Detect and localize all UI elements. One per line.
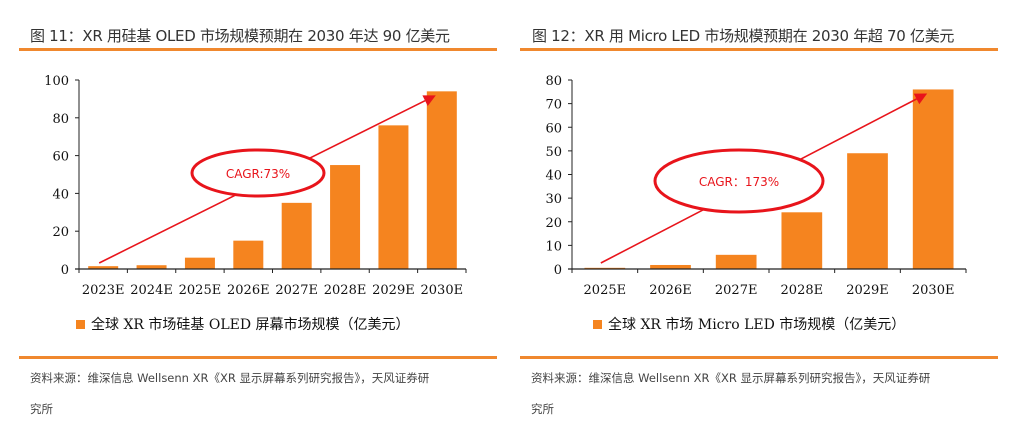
figure-12-title: 图 12：XR 用 Micro LED 市场规模预期在 2030 年超 70 亿… [532,27,955,45]
bar-2026E [233,240,264,269]
bar-2023E [88,266,119,269]
source-rule [19,356,497,359]
bar-2027E [281,202,312,269]
cagr-label: CAGR：173% [699,175,779,189]
y-tick-label: 20 [52,225,69,240]
figure-12-source-cont: 究所 [531,402,554,416]
y-tick-label: 80 [545,74,562,89]
title-rule [19,48,497,51]
x-tick-label: 2030E [421,283,464,298]
bar-2030E [426,91,457,269]
y-tick-label: 70 [545,98,562,113]
y-tick-label: 30 [545,192,562,207]
title-rule [520,48,998,51]
figure-11-title: 图 11：XR 用硅基 OLED 市场规模预期在 2030 年达 90 亿美元 [30,27,450,45]
bar-2024E [136,265,167,269]
x-tick-label: 2028E [781,283,824,298]
x-tick-label: 2026E [649,283,692,298]
figure-12-source: 资料来源：维深信息 Wellsenn XR《XR 显示屏幕系列研究报告》，天风证… [531,371,931,385]
figure-11-source-cont: 究所 [30,402,53,416]
bar-2026E [650,264,691,269]
x-tick-label: 2030E [912,283,955,298]
x-tick-label: 2027E [715,283,758,298]
x-tick-label: 2024E [130,283,173,298]
y-tick-label: 0 [554,263,562,278]
y-tick-label: 80 [52,112,69,127]
x-tick-label: 2025E [584,283,627,298]
figure-12-legend: 全球 XR 市场 Micro LED 市场规模（亿美元） [593,314,905,334]
legend-swatch [76,319,85,329]
bar-2027E [715,254,757,269]
bar-2029E [847,153,888,269]
plot-area: 0 20 40 60 80 100 2023E 2024E 2025E 2026E 2027E 202… [44,74,467,298]
y-tick-label: 60 [545,121,562,136]
y-tick-label: 60 [52,150,69,165]
cagr-ellipse [190,148,326,198]
legend-label: 全球 XR 市场硅基 OLED 屏幕市场规模（亿美元） [91,317,410,333]
x-tick-label: 2023E [82,283,125,298]
cagr-arrow-head [913,93,928,105]
figure-11-chart: 0 20 40 60 80 100 2023E 2024E 2025E 2026E 2027E 202… [44,74,467,298]
figure-12-chart: 0 10 20 30 40 50 60 70 80 2025E 2026E 2027E 2028E 202… [545,74,967,298]
y-tick-label: 40 [545,169,562,184]
x-tick-label: 2025E [179,283,222,298]
cagr-arrow-head [422,95,436,107]
source-rule [520,356,998,359]
legend-label: 全球 XR 市场 Micro LED 市场规模（亿美元） [608,317,906,333]
x-tick-label: 2029E [372,283,415,298]
x-tick-label: 2027E [275,283,318,298]
bar-2028E [330,165,361,269]
figure-12-panel: 图 12：XR 用 Micro LED 市场规模预期在 2030 年超 70 亿… [512,0,1012,436]
figure-11-legend: 全球 XR 市场硅基 OLED 屏幕市场规模（亿美元） [76,314,410,334]
cagr-label: CAGR:73% [226,167,290,181]
plot-area: 0 10 20 30 40 50 60 70 80 2025E 2026E 2027E 2028E 202… [545,74,967,298]
bar-2025E [184,257,215,269]
y-tick-label: 10 [545,239,562,254]
figure-11-panel: 图 11：XR 用硅基 OLED 市场规模预期在 2030 年达 90 亿美元 … [0,0,500,436]
bar-2030E [912,89,954,269]
bar-2028E [781,212,823,269]
y-tick-label: 20 [545,216,562,231]
x-tick-label: 2026E [227,283,270,298]
y-tick-label: 40 [52,187,69,202]
legend-swatch [593,319,602,329]
y-tick-label: 50 [545,145,562,160]
x-tick-label: 2028E [324,283,367,298]
bar-2029E [378,125,409,269]
x-tick-label: 2029E [846,283,889,298]
y-tick-label: 100 [44,74,69,89]
y-tick-label: 0 [61,263,69,278]
cagr-ellipse [653,148,825,214]
figure-11-source: 资料来源：维深信息 Wellsenn XR《XR 显示屏幕系列研究报告》，天风证… [30,371,430,385]
